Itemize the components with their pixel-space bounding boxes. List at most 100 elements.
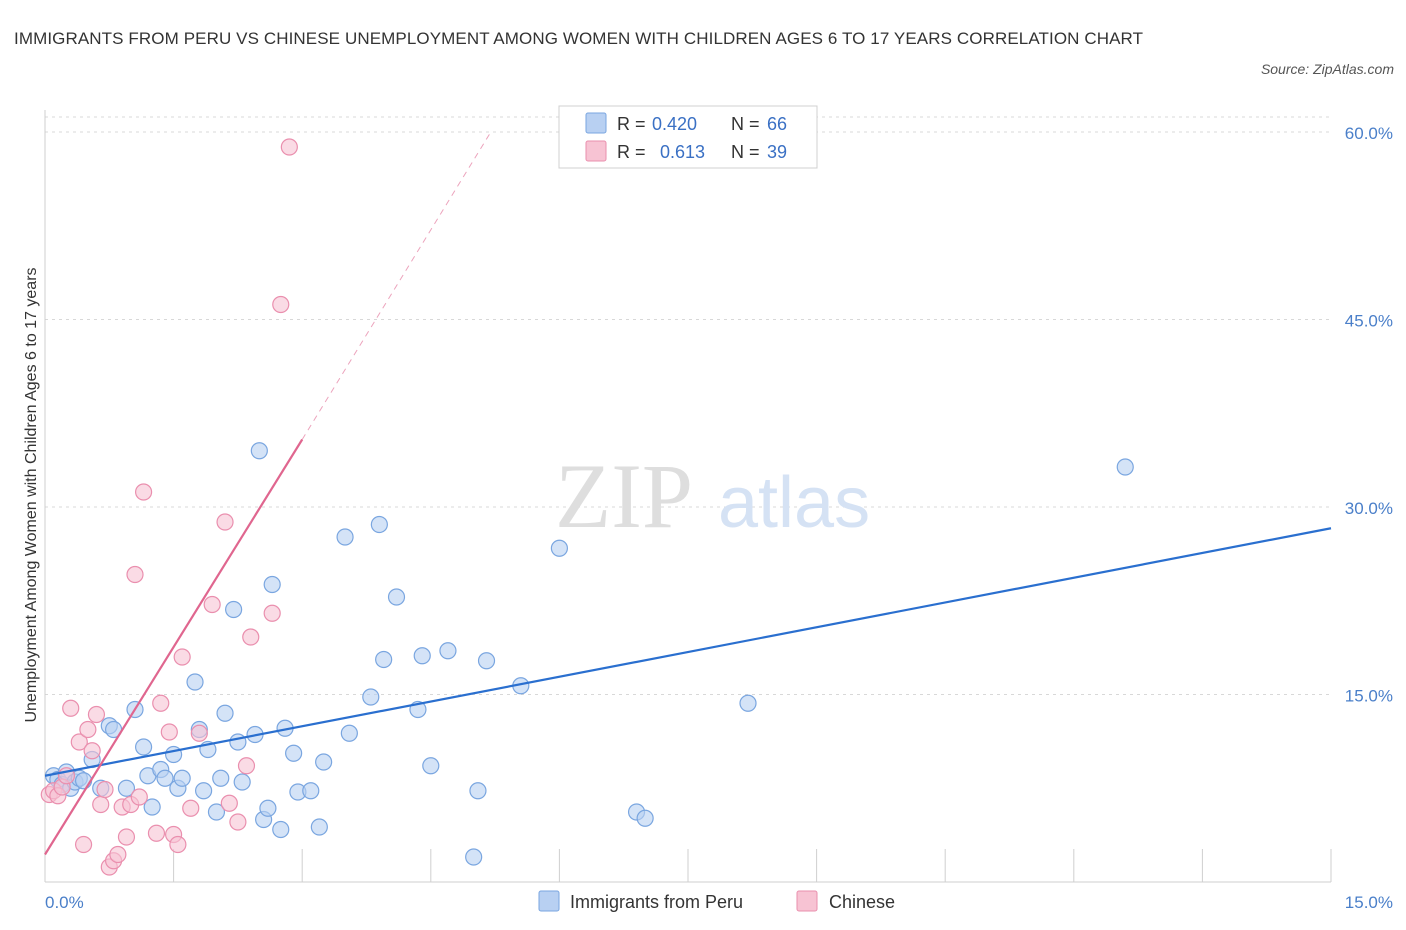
- gridlines: [45, 116, 1331, 695]
- point-peru-16: [143, 798, 161, 816]
- point-peru-30: [229, 733, 247, 751]
- point-chinese-27: [190, 724, 208, 742]
- point-chinese-31: [229, 813, 247, 831]
- axes: [44, 110, 1332, 883]
- point-chinese-25: [173, 648, 191, 666]
- point-chinese-23: [160, 723, 178, 741]
- point-peru-53: [439, 642, 457, 660]
- point-peru-14: [134, 738, 153, 756]
- point-peru-43: [315, 753, 333, 771]
- point-peru-41: [302, 782, 320, 800]
- legend-n-label-chinese: N =: [731, 142, 760, 162]
- point-chinese-37: [169, 835, 187, 854]
- point-chinese-11: [92, 795, 110, 814]
- point-peru-51: [413, 647, 431, 665]
- point-peru-21: [173, 769, 191, 787]
- point-chinese-29: [216, 513, 234, 531]
- x-tick-label-1: 15.0%: [1345, 893, 1393, 912]
- point-chinese-33: [242, 628, 260, 646]
- point-peru-45: [340, 724, 358, 742]
- point-peru-48: [375, 650, 393, 669]
- point-peru-27: [212, 769, 230, 787]
- point-peru-55: [469, 782, 487, 800]
- point-chinese-16: [117, 828, 136, 846]
- legend-r-label-peru: R =: [617, 114, 646, 134]
- chart-title: IMMIGRANTS FROM PERU VS CHINESE UNEMPLOY…: [14, 29, 1144, 48]
- point-chinese-22: [152, 694, 170, 712]
- point-peru-44: [336, 528, 354, 546]
- point-chinese-14: [109, 845, 127, 864]
- y-tick-label-1: 30.0%: [1345, 499, 1393, 518]
- point-chinese-10: [87, 705, 106, 724]
- legend-n-value-peru: 66: [767, 114, 787, 134]
- point-chinese-32: [237, 757, 256, 775]
- watermark: ZIP atlas: [555, 445, 870, 547]
- point-peru-24: [195, 782, 213, 800]
- legend-swatch-peru: [585, 112, 607, 134]
- point-peru-62: [1116, 458, 1134, 476]
- legend-n-label-peru: N =: [731, 114, 760, 134]
- point-peru-52: [422, 757, 440, 775]
- point-peru-18: [156, 769, 174, 787]
- point-peru-58: [550, 539, 569, 557]
- point-peru-29: [225, 600, 243, 619]
- point-peru-7: [74, 772, 93, 790]
- point-chinese-9: [83, 742, 101, 760]
- trend-line-peru-0: [44, 527, 1332, 777]
- legend: R = 0.420 N = 66 R = 0.613 N = 39: [558, 105, 818, 169]
- legend-swatch-chinese: [585, 140, 607, 162]
- chart-source: Source: ZipAtlas.com: [1260, 61, 1394, 77]
- bottom-legend-swatch-chinese: [796, 890, 818, 912]
- point-peru-26: [207, 803, 226, 821]
- point-chinese-18: [126, 565, 144, 584]
- point-peru-56: [477, 652, 496, 670]
- point-peru-60: [636, 809, 654, 827]
- y-tick-label-0: 15.0%: [1345, 687, 1393, 706]
- point-chinese-28: [203, 595, 221, 614]
- legend-r-value-peru: 0.420: [652, 114, 697, 134]
- data-points: [40, 138, 1134, 876]
- point-peru-36: [263, 575, 281, 594]
- trend-line-chinese-2: [301, 131, 492, 440]
- point-chinese-21: [147, 824, 166, 842]
- point-chinese-26: [182, 799, 200, 817]
- watermark-atlas: atlas: [718, 463, 870, 543]
- point-peru-35: [259, 799, 277, 817]
- bottom-legend: Immigrants from Peru Chinese: [538, 890, 895, 912]
- legend-r-label-chinese: R =: [617, 142, 646, 162]
- point-peru-28: [216, 704, 234, 722]
- point-peru-49: [387, 588, 406, 606]
- trend-lines: [44, 131, 1332, 856]
- trend-line-chinese-1: [44, 438, 304, 856]
- point-peru-39: [285, 744, 303, 762]
- point-peru-31: [233, 773, 251, 791]
- legend-n-value-chinese: 39: [767, 142, 787, 162]
- point-chinese-5: [62, 699, 80, 717]
- point-peru-22: [186, 673, 204, 691]
- point-peru-54: [465, 848, 483, 866]
- point-chinese-35: [272, 295, 290, 314]
- point-chinese-7: [74, 835, 93, 854]
- point-peru-46: [362, 688, 380, 706]
- point-chinese-19: [130, 788, 148, 806]
- point-chinese-34: [263, 604, 281, 622]
- y-axis-label: Unemployment Among Women with Children A…: [23, 267, 40, 722]
- point-peru-61: [739, 694, 757, 712]
- legend-r-value-chinese: 0.613: [660, 142, 705, 162]
- y-tick-label-3: 60.0%: [1345, 124, 1393, 143]
- point-chinese-38: [96, 780, 114, 799]
- tick-labels: 15.0% 30.0% 45.0% 60.0% 0.0% 15.0%: [45, 124, 1393, 912]
- point-peru-47: [370, 515, 388, 534]
- y-tick-label-2: 45.0%: [1345, 312, 1393, 331]
- x-tick-label-0: 0.0%: [45, 893, 84, 912]
- point-chinese-30: [220, 794, 238, 812]
- point-chinese-20: [134, 483, 153, 501]
- point-peru-42: [310, 818, 328, 836]
- watermark-zip: ZIP: [555, 445, 693, 547]
- point-chinese-6: [70, 733, 88, 751]
- bottom-legend-label-peru: Immigrants from Peru: [570, 892, 743, 912]
- point-peru-33: [250, 442, 268, 460]
- bottom-legend-label-chinese: Chinese: [829, 892, 895, 912]
- point-peru-12: [117, 779, 136, 797]
